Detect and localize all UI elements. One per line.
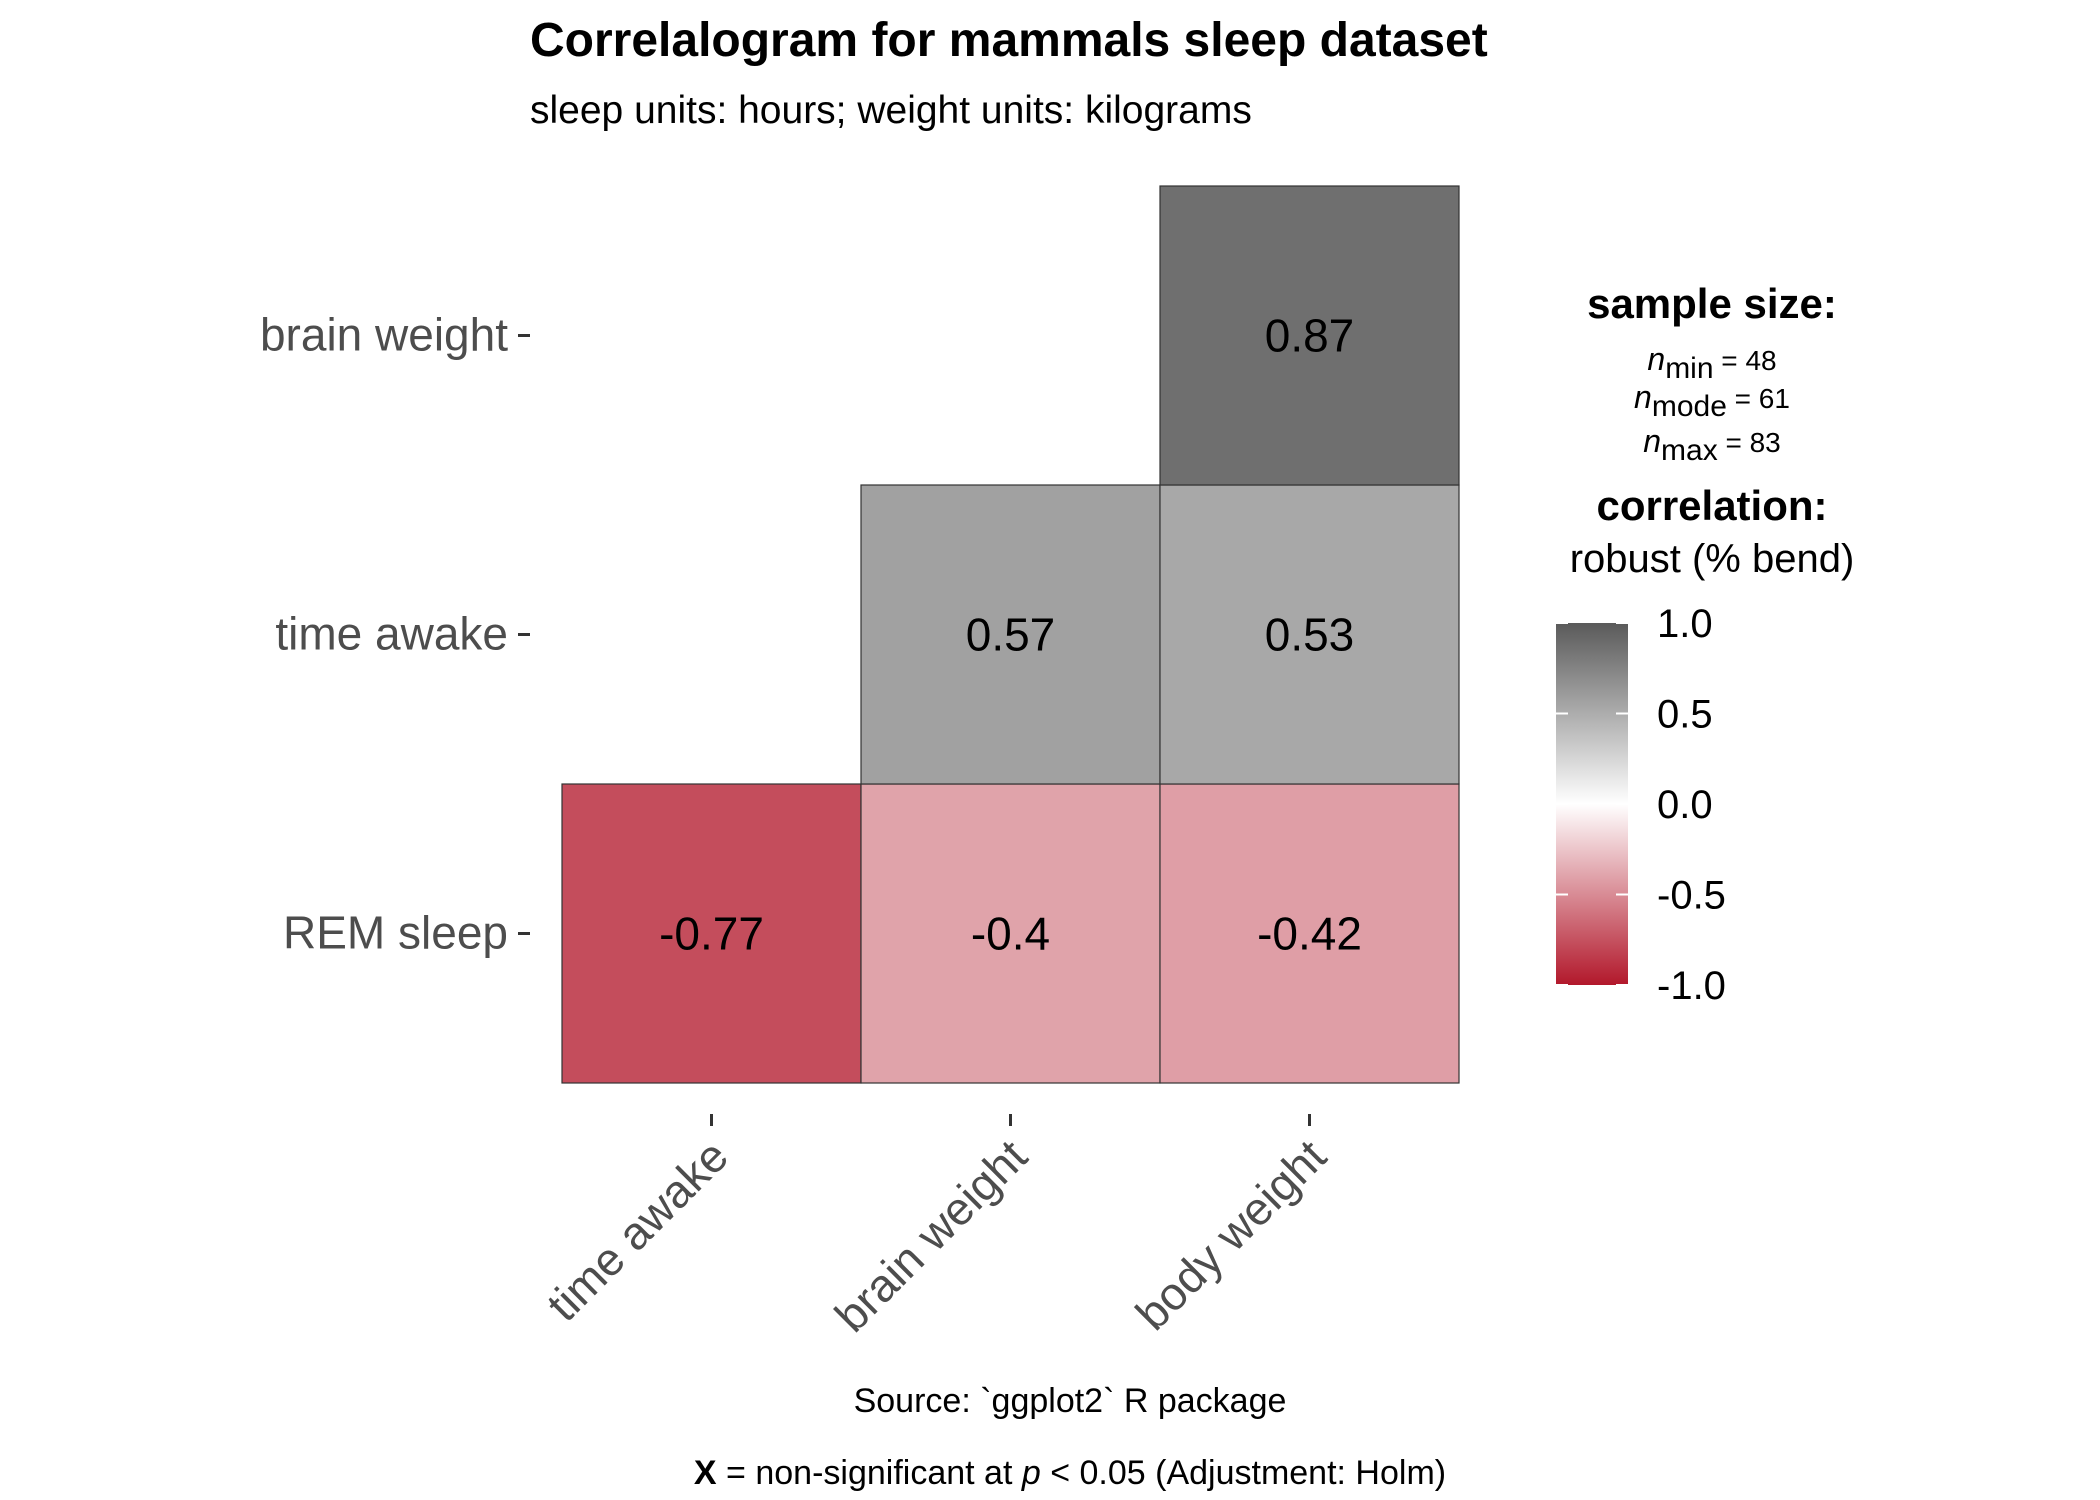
y-axis-tick-label: REM sleep — [283, 907, 508, 959]
legend-correlation-title: correlation: — [1596, 482, 1827, 529]
caption-note-symbol: X — [694, 1454, 717, 1492]
y-axis-tick-label: time awake — [275, 608, 508, 660]
heatmap-cell — [561, 783, 862, 1084]
cell-value-label: 0.57 — [966, 609, 1056, 661]
heatmap-cell — [1159, 185, 1460, 486]
caption-note-p: p — [1021, 1454, 1041, 1492]
legend-sample-size-title: sample size: — [1587, 280, 1837, 327]
cell-value-label: -0.4 — [971, 908, 1050, 960]
legend-tick-label: -1.0 — [1657, 964, 1726, 1008]
legend-scale-ticks: 1.0 0.5 0.0 -0.5 -1.0 — [1556, 602, 1726, 1008]
legend-sample-size-min: nmin = 48 — [1647, 341, 1776, 385]
x-axis-tick-label: time awake — [537, 1130, 738, 1331]
heatmap-cell — [1159, 484, 1460, 785]
chart-subtitle: sleep units: hours; weight units: kilogr… — [530, 89, 1252, 132]
cell-value-label: -0.77 — [659, 908, 764, 960]
legend-tick-label: 1.0 — [1657, 602, 1713, 646]
caption-note: X = non-significant at p < 0.05 (Adjustm… — [694, 1454, 1446, 1492]
caption-source: Source: `ggplot2` R package — [854, 1382, 1287, 1420]
n-value: = 48 — [1714, 345, 1777, 376]
caption-note-text-2: < 0.05 (Adjustment: Holm) — [1041, 1454, 1446, 1492]
cell-value-label: -0.42 — [1257, 908, 1362, 960]
legend-sample-size-max: nmax = 83 — [1643, 423, 1781, 467]
heatmap-cell — [860, 484, 1161, 785]
legend-tick-label: 0.0 — [1657, 783, 1713, 827]
heatmap-cells: -0.77 -0.4 -0.42 0.57 0.53 0.87 — [561, 185, 1460, 1084]
x-axis: time awake brain weight body weight — [537, 1114, 1336, 1342]
n-value: = 83 — [1718, 427, 1781, 458]
cell-value-label: 0.53 — [1265, 609, 1355, 661]
n-subscript: min — [1665, 352, 1713, 385]
x-axis-tick-label: brain weight — [825, 1129, 1037, 1341]
n-subscript: max — [1661, 434, 1718, 467]
legend-correlation-subtitle: robust (% bend) — [1570, 537, 1855, 581]
x-axis-tick-label: body weight — [1126, 1129, 1337, 1340]
y-axis: REM sleep time awake brain weight — [260, 309, 530, 959]
heatmap-cell — [860, 783, 1161, 1084]
n-symbol: n — [1634, 379, 1652, 415]
cell-value-label: 0.87 — [1265, 310, 1355, 362]
legend-sample-size-mode: nmode = 61 — [1634, 379, 1790, 423]
chart-title: Correlalogram for mammals sleep dataset — [530, 14, 1488, 67]
n-value: = 61 — [1727, 383, 1790, 414]
n-symbol: n — [1643, 423, 1661, 459]
legend-tick-label: 0.5 — [1657, 693, 1713, 737]
n-symbol: n — [1647, 341, 1665, 377]
legend-tick-label: -0.5 — [1657, 874, 1726, 918]
y-axis-tick-label: brain weight — [260, 309, 508, 361]
caption-note-text-1: = non-significant at — [717, 1454, 1022, 1492]
n-subscript: mode — [1652, 390, 1727, 423]
